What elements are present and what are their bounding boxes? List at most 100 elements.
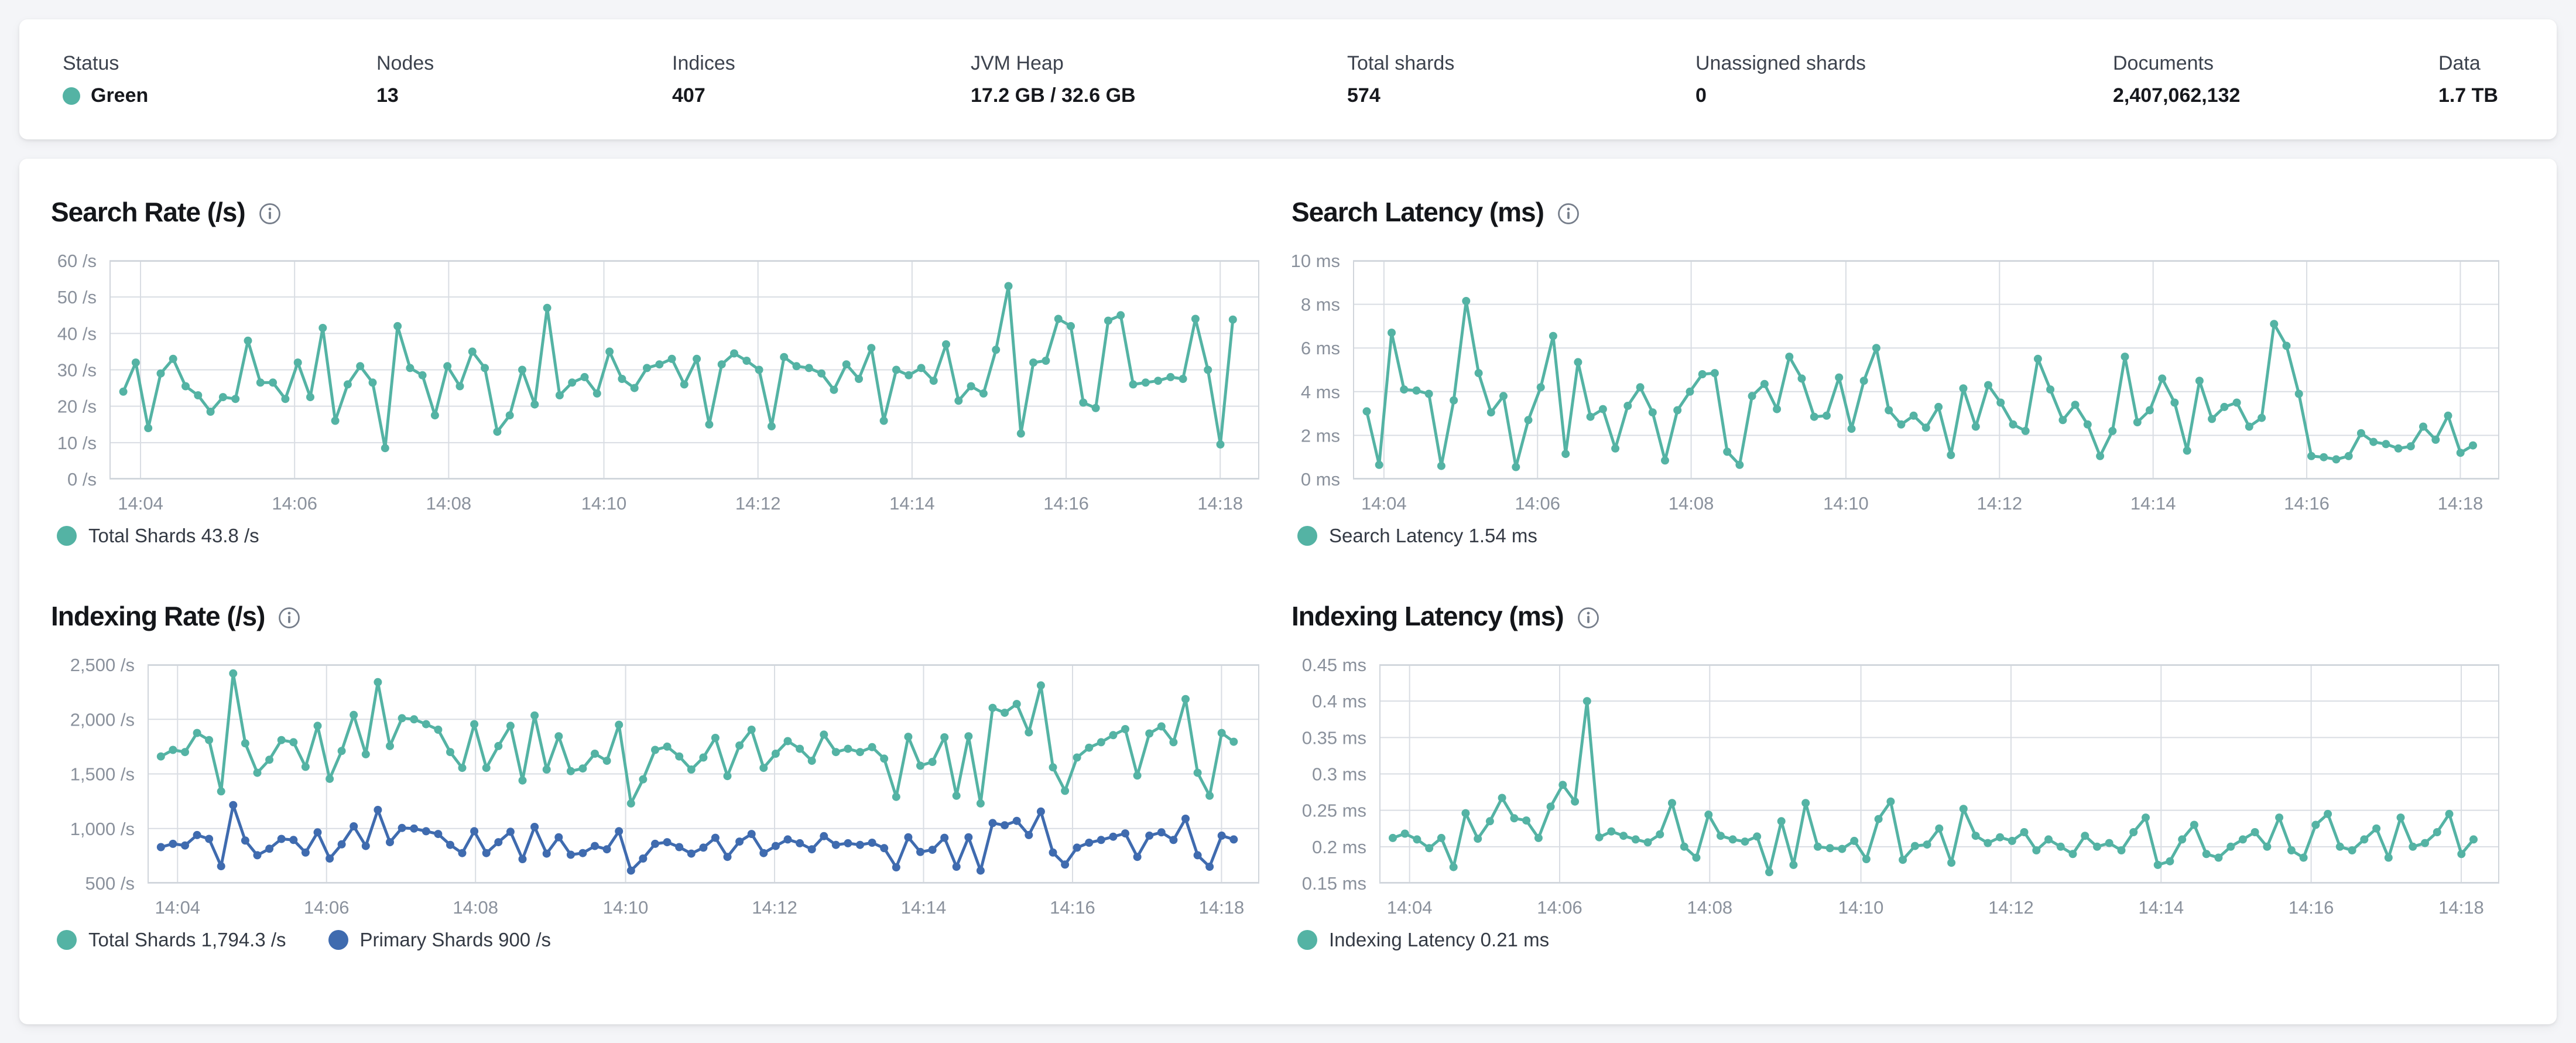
stat-nodes: Nodes 13: [376, 52, 434, 107]
legend-item[interactable]: Total Shards 43.8 /s: [57, 525, 259, 547]
legend-dot: [1297, 930, 1317, 950]
svg-text:14:14: 14:14: [2130, 493, 2176, 514]
stat-value: 1.7 TB: [2438, 84, 2498, 107]
svg-text:0.15 ms: 0.15 ms: [1302, 873, 1366, 894]
indexing-latency-chart: Indexing Latency (ms) 0.45 ms 0.4 ms 0.35 …: [1292, 599, 2502, 951]
stat-label: JVM Heap: [971, 52, 1064, 74]
stat-value: 2,407,062,132: [2113, 84, 2241, 107]
svg-text:14:16: 14:16: [2284, 493, 2330, 514]
chart-legend: Indexing Latency 0.21 ms: [1297, 929, 2502, 951]
info-icon[interactable]: [278, 606, 301, 630]
legend-item[interactable]: Indexing Latency 0.21 ms: [1297, 929, 1549, 951]
svg-text:14:08: 14:08: [1669, 493, 1714, 514]
legend-label: Search Latency 1.54 ms: [1329, 525, 1537, 546]
stat-label: Data: [2438, 52, 2481, 74]
svg-text:14:10: 14:10: [1823, 493, 1869, 514]
legend-dot: [57, 930, 77, 950]
stat-value: Green: [91, 84, 149, 107]
chart-legend: Total Shards 1,794.3 /s Primary Shards 9…: [57, 929, 1262, 951]
svg-text:20 /s: 20 /s: [57, 396, 97, 417]
svg-text:14:06: 14:06: [272, 493, 317, 514]
svg-text:0.4 ms: 0.4 ms: [1312, 691, 1366, 712]
svg-text:14:14: 14:14: [2138, 897, 2184, 918]
svg-text:0.35 ms: 0.35 ms: [1302, 727, 1366, 748]
svg-text:14:12: 14:12: [1977, 493, 2023, 514]
chart-legend: Search Latency 1.54 ms: [1297, 525, 2502, 547]
svg-text:14:10: 14:10: [581, 493, 627, 514]
stat-label: Unassigned shards: [1695, 52, 1866, 74]
info-icon[interactable]: [258, 202, 282, 225]
svg-text:10 ms: 10 ms: [1292, 251, 1340, 271]
stat-total-shards: Total shards 574: [1347, 52, 1454, 107]
stat-label: Nodes: [376, 52, 434, 74]
legend-item[interactable]: Total Shards 1,794.3 /s: [57, 929, 286, 951]
svg-text:50 /s: 50 /s: [57, 287, 97, 307]
stat-value: 574: [1347, 84, 1381, 107]
svg-text:14:12: 14:12: [735, 493, 781, 514]
stat-label: Indices: [672, 52, 735, 74]
health-status-dot: [63, 87, 80, 105]
svg-text:14:12: 14:12: [752, 897, 797, 918]
search-rate-chart: Search Rate (/s) 60 /s 50 /s 40 /s 30 /s 20 …: [51, 195, 1262, 547]
svg-text:2 ms: 2 ms: [1301, 425, 1340, 446]
svg-text:0 ms: 0 ms: [1301, 469, 1340, 490]
stat-label: Total shards: [1347, 52, 1455, 74]
stat-value: 13: [376, 84, 399, 107]
legend-item[interactable]: Primary Shards 900 /s: [328, 929, 551, 951]
svg-text:60 /s: 60 /s: [57, 251, 97, 271]
line-plot[interactable]: 60 /s 50 /s 40 /s 30 /s 20 /s 10 /s 0 /s 14:04 1…: [51, 249, 1262, 517]
svg-text:14:16: 14:16: [1043, 493, 1089, 514]
svg-text:1,500 /s: 1,500 /s: [70, 764, 135, 785]
stat-value: 407: [672, 84, 705, 107]
svg-text:40 /s: 40 /s: [57, 323, 97, 344]
cluster-overview-bar: Status Green Nodes 13 Indices 407 JVM He…: [19, 19, 2557, 139]
stat-data: Data 1.7 TB: [2438, 52, 2498, 107]
svg-text:14:08: 14:08: [1687, 897, 1733, 918]
chart-title: Search Latency (ms): [1292, 197, 1544, 227]
svg-text:4 ms: 4 ms: [1301, 382, 1340, 402]
info-icon[interactable]: [1577, 606, 1600, 630]
line-plot[interactable]: 2,500 /s 2,000 /s 1,500 /s 1,000 /s 500 /s 14…: [51, 653, 1262, 921]
stat-unassigned-shards: Unassigned shards 0: [1695, 52, 1866, 107]
legend-dot: [1297, 526, 1317, 546]
search-latency-chart: Search Latency (ms) 10 ms 8 ms 6 ms 4 ms 2 m…: [1292, 195, 2502, 547]
svg-text:14:10: 14:10: [1838, 897, 1884, 918]
legend-item[interactable]: Search Latency 1.54 ms: [1297, 525, 1537, 547]
svg-text:6 ms: 6 ms: [1301, 338, 1340, 358]
svg-text:14:14: 14:14: [889, 493, 935, 514]
stat-status: Status Green: [63, 52, 148, 107]
svg-text:14:18: 14:18: [2438, 493, 2483, 514]
svg-text:14:04: 14:04: [155, 897, 200, 918]
svg-text:0 /s: 0 /s: [67, 469, 97, 490]
chart-title: Search Rate (/s): [51, 197, 246, 227]
svg-text:2,500 /s: 2,500 /s: [70, 655, 135, 675]
line-plot[interactable]: 10 ms 8 ms 6 ms 4 ms 2 ms 0 ms 14:04 14:06 14:08…: [1292, 249, 2502, 517]
svg-text:14:08: 14:08: [453, 897, 498, 918]
svg-text:1,000 /s: 1,000 /s: [70, 819, 135, 839]
svg-text:0.25 ms: 0.25 ms: [1302, 801, 1366, 821]
metrics-panel: Search Rate (/s) 60 /s 50 /s 40 /s 30 /s 20 …: [19, 159, 2557, 1024]
legend-label: Indexing Latency 0.21 ms: [1329, 929, 1550, 950]
stat-indices: Indices 407: [672, 52, 735, 107]
stat-jvm-heap: JVM Heap 17.2 GB / 32.6 GB: [971, 52, 1136, 107]
stat-value: 17.2 GB / 32.6 GB: [971, 84, 1136, 107]
svg-text:0.2 ms: 0.2 ms: [1312, 837, 1366, 857]
svg-text:14:18: 14:18: [1199, 897, 1245, 918]
svg-text:14:18: 14:18: [2438, 897, 2484, 918]
svg-text:14:06: 14:06: [1515, 493, 1560, 514]
chart-legend: Total Shards 43.8 /s: [57, 525, 1262, 547]
line-plot[interactable]: 0.45 ms 0.4 ms 0.35 ms 0.3 ms 0.25 ms 0.2 ms 0…: [1292, 653, 2502, 921]
svg-text:14:16: 14:16: [1050, 897, 1095, 918]
svg-text:14:04: 14:04: [1361, 493, 1407, 514]
svg-text:14:10: 14:10: [603, 897, 649, 918]
chart-title: Indexing Rate (/s): [51, 601, 265, 631]
legend-label: Total Shards 43.8 /s: [88, 525, 259, 546]
svg-text:0.3 ms: 0.3 ms: [1312, 764, 1366, 785]
svg-text:0.45 ms: 0.45 ms: [1302, 655, 1366, 675]
stat-label: Documents: [2113, 52, 2214, 74]
svg-text:14:14: 14:14: [901, 897, 947, 918]
svg-text:500 /s: 500 /s: [85, 873, 135, 894]
info-icon[interactable]: [1557, 202, 1580, 225]
legend-label: Primary Shards 900 /s: [359, 929, 551, 950]
svg-text:14:04: 14:04: [1387, 897, 1433, 918]
